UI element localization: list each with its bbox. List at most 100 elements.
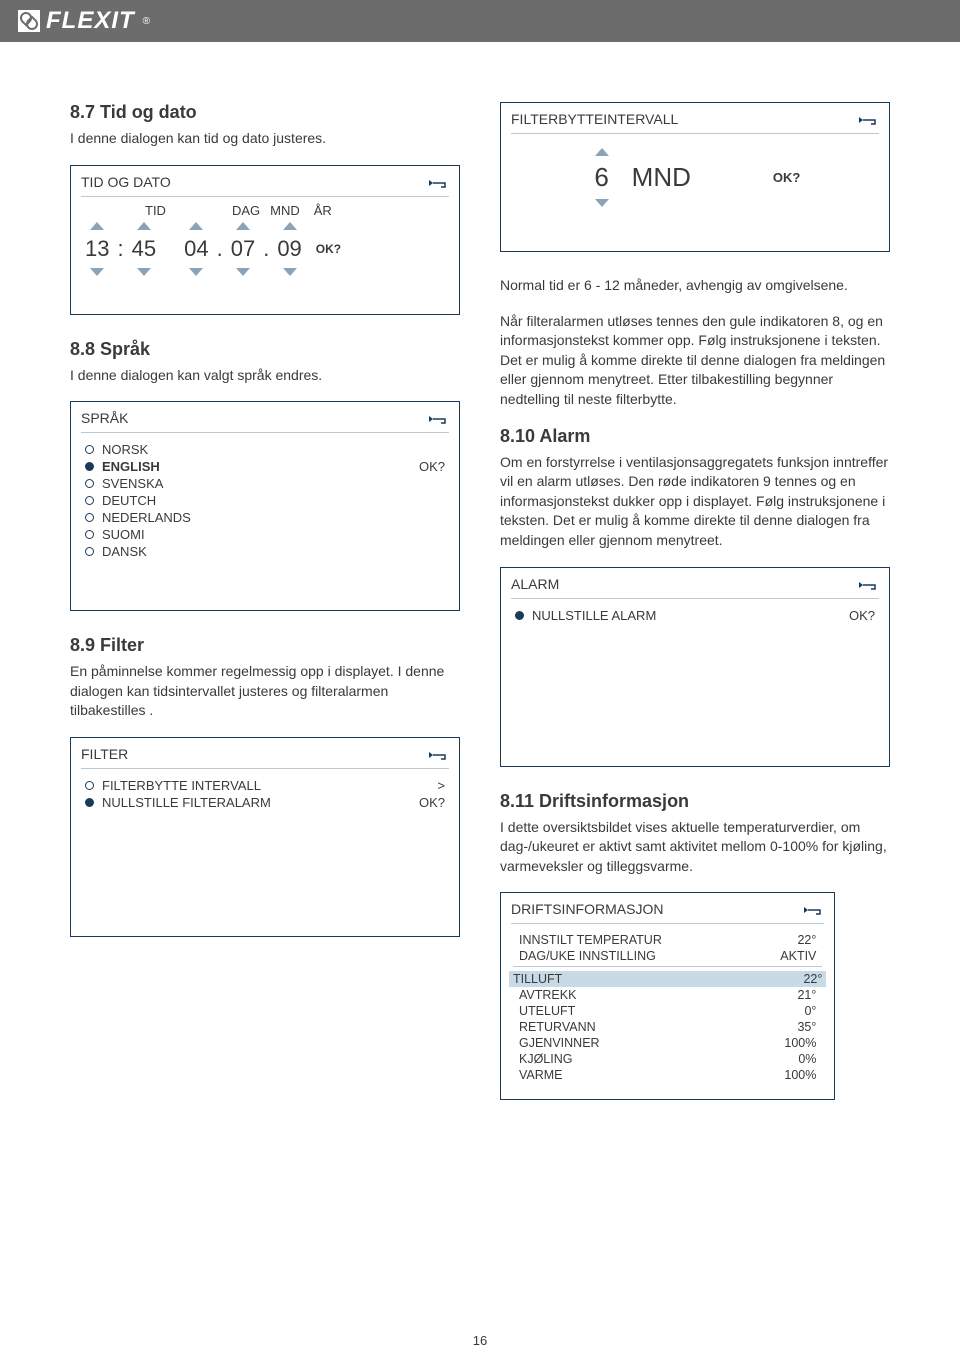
back-icon[interactable] <box>427 412 449 424</box>
sprak-panel: SPRÅK NORSKENGLISHOK?SVENSKA DEUTCH NEDERL… <box>70 401 460 611</box>
page-number: 16 <box>0 1333 960 1348</box>
option-label: NULLSTILLE ALARM <box>532 608 656 623</box>
filterbytteintervall-panel: FILTERBYTTEINTERVALL 6 MND OK? <box>500 102 890 252</box>
registered-mark: ® <box>143 16 150 27</box>
info-value: 0% <box>798 1052 816 1066</box>
info-value: 0° <box>804 1004 816 1018</box>
year-spinner[interactable]: 09 <box>277 236 301 262</box>
driftsinformasjon-panel: DRIFTSINFORMASJON INNSTILT TEMPERATUR 22°… <box>500 892 835 1100</box>
filter-option[interactable]: NULLSTILLE FILTERALARM OK? <box>85 794 445 811</box>
radio-icon <box>85 781 94 790</box>
language-option[interactable]: DANSK <box>85 543 445 560</box>
info-row: GJENVINNER 100% <box>513 1035 822 1051</box>
panel-title: ALARM <box>511 576 559 592</box>
ok-button[interactable]: OK? <box>316 242 341 256</box>
col-tid: TID <box>145 203 166 218</box>
radio-icon <box>85 547 94 556</box>
filter-panel: FILTER FILTERBYTTE INTERVALL>NULLSTILLE … <box>70 737 460 937</box>
info-label: GJENVINNER <box>519 1036 600 1050</box>
panel-title: TID OG DATO <box>81 174 171 190</box>
right-column: FILTERBYTTEINTERVALL 6 MND OK? <box>500 102 890 1124</box>
option-label: FILTERBYTTE INTERVALL <box>102 778 261 793</box>
info-label: DAG/UKE INNSTILLING <box>519 949 656 963</box>
radio-icon <box>85 513 94 522</box>
radio-icon <box>85 798 94 807</box>
back-icon[interactable] <box>857 578 879 590</box>
para-normal-tid: Normal tid er 6 - 12 måneder, avhengig a… <box>500 276 890 296</box>
back-icon[interactable] <box>802 903 824 915</box>
row-action: OK? <box>849 608 875 623</box>
language-option[interactable]: NEDERLANDS <box>85 509 445 526</box>
body-8-11: I dette oversiktsbildet vises aktuelle t… <box>500 818 890 877</box>
row-action: > <box>437 778 445 793</box>
alarm-panel: ALARM NULLSTILLE ALARM OK? <box>500 567 890 767</box>
body-8-8: I denne dialogen kan valgt språk endres. <box>70 366 460 386</box>
tid-og-dato-panel: TID OG DATO TID DAG MND ÅR 13 <box>70 165 460 315</box>
radio-icon <box>85 445 94 454</box>
body-8-9: En påminnelse kommer regelmessig opp i d… <box>70 662 460 721</box>
info-label: UTELUFT <box>519 1004 575 1018</box>
panel-title: FILTER <box>81 746 128 762</box>
language-option[interactable]: SUOMI <box>85 526 445 543</box>
language-option[interactable]: DEUTCH <box>85 492 445 509</box>
panel-title: FILTERBYTTEINTERVALL <box>511 111 678 127</box>
back-icon[interactable] <box>427 748 449 760</box>
info-row: KJØLING 0% <box>513 1051 822 1067</box>
option-label: SVENSKA <box>102 476 163 491</box>
info-row: UTELUFT 0° <box>513 1003 822 1019</box>
info-label: TILLUFT <box>513 972 562 986</box>
info-label: VARME <box>519 1068 563 1082</box>
option-label: DEUTCH <box>102 493 156 508</box>
para-filteralarm: Når filteralarmen utløses tennes den gul… <box>500 312 890 410</box>
brand-logo: FLEXIT ® <box>18 7 150 35</box>
radio-icon <box>85 496 94 505</box>
info-value: AKTIV <box>780 949 816 963</box>
option-label: DANSK <box>102 544 147 559</box>
heading-8-7: 8.7 Tid og dato <box>70 102 460 123</box>
info-value: 21° <box>797 988 816 1002</box>
info-value: 100% <box>784 1068 816 1082</box>
radio-icon <box>85 479 94 488</box>
brand-bar: FLEXIT ® <box>0 0 960 42</box>
interval-unit: MND <box>632 162 691 193</box>
info-row: AVTREKK 21° <box>513 987 822 1003</box>
hour-spinner[interactable]: 13 <box>85 236 109 262</box>
row-action: OK? <box>419 795 445 810</box>
brand-text: FLEXIT <box>46 7 135 35</box>
interval-spinner[interactable]: 6 <box>590 162 614 193</box>
back-icon[interactable] <box>427 176 449 188</box>
option-label: NEDERLANDS <box>102 510 191 525</box>
col-mnd: MND <box>270 203 300 218</box>
info-label: INNSTILT TEMPERATUR <box>519 933 662 947</box>
language-option[interactable]: NORSK <box>85 441 445 458</box>
info-label: AVTREKK <box>519 988 576 1002</box>
ok-button[interactable]: OK? <box>773 170 800 185</box>
panel-title: DRIFTSINFORMASJON <box>511 901 663 917</box>
language-option[interactable]: ENGLISHOK? <box>85 458 445 475</box>
option-label: NULLSTILLE FILTERALARM <box>102 795 271 810</box>
back-icon[interactable] <box>857 113 879 125</box>
radio-icon <box>85 462 94 471</box>
ok-label: OK? <box>419 459 445 474</box>
info-row: RETURVANN35° <box>513 1019 822 1035</box>
heading-8-11: 8.11 Driftsinformasjon <box>500 791 890 812</box>
heading-8-10: 8.10 Alarm <box>500 426 890 447</box>
panel-title: SPRÅK <box>81 410 128 426</box>
brand-icon <box>18 10 40 32</box>
filter-option[interactable]: FILTERBYTTE INTERVALL > <box>85 777 445 794</box>
info-value: 100% <box>784 1036 816 1050</box>
info-row: TILLUFT 22° <box>509 971 826 987</box>
col-ar: ÅR <box>314 203 332 218</box>
info-label: KJØLING <box>519 1052 573 1066</box>
month-spinner[interactable]: 07 <box>231 236 255 262</box>
day-spinner[interactable]: 04 <box>184 236 208 262</box>
heading-8-8: 8.8 Språk <box>70 339 460 360</box>
heading-8-9: 8.9 Filter <box>70 635 460 656</box>
minute-spinner[interactable]: 45 <box>132 236 156 262</box>
body-8-7: I denne dialogen kan tid og dato justere… <box>70 129 460 149</box>
info-row: VARME 100% <box>513 1067 822 1083</box>
option-label: NORSK <box>102 442 148 457</box>
language-option[interactable]: SVENSKA <box>85 475 445 492</box>
alarm-option[interactable]: NULLSTILLE ALARM OK? <box>515 607 875 624</box>
info-value: 22° <box>803 972 822 986</box>
